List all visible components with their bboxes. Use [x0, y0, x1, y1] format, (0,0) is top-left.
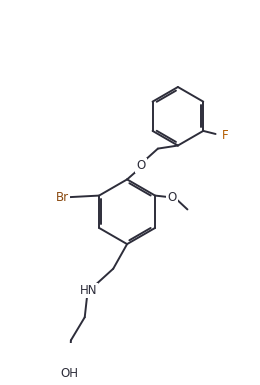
Text: Br: Br [56, 191, 69, 204]
Text: F: F [222, 129, 228, 142]
Text: HN: HN [80, 284, 97, 297]
Text: O: O [167, 191, 177, 204]
Text: OH: OH [60, 367, 78, 380]
Text: O: O [136, 159, 146, 172]
